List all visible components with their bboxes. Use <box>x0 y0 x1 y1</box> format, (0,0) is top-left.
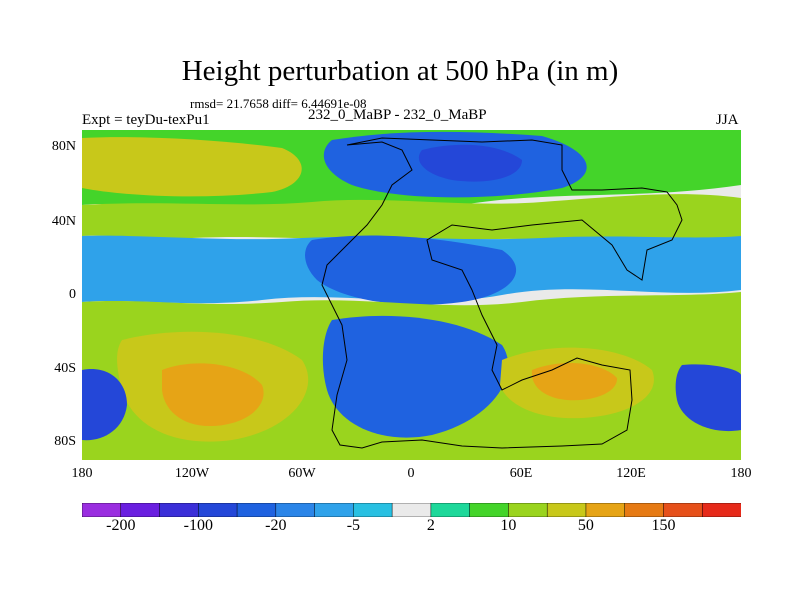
colorbar-swatch <box>469 503 510 517</box>
field-center-south-atlantic <box>322 315 509 438</box>
colorbar <box>82 503 741 517</box>
colorbar-label: 150 <box>651 517 676 534</box>
colorbar-swatch <box>624 503 665 517</box>
colorbar-swatch <box>391 503 432 517</box>
colorbar-swatch <box>663 503 703 517</box>
run-label: 232_0_MaBP - 232_0_MaBP <box>308 107 487 123</box>
x-tick-label: 60W <box>288 466 316 481</box>
colorbar-swatch <box>82 503 122 517</box>
height-field <box>82 130 741 460</box>
colorbar-swatch <box>275 503 316 517</box>
colorbar-swatch <box>353 503 393 517</box>
y-tick-label: 80S <box>54 434 76 449</box>
colorbar-label: 50 <box>577 517 594 534</box>
x-tick-label: 180 <box>730 466 752 481</box>
field-center-south-west <box>82 369 127 441</box>
y-tick-label: 40N <box>51 214 76 229</box>
experiment-label: Expt = teyDu-texPu1 <box>82 112 210 128</box>
field-band-40n <box>82 194 741 243</box>
colorbar-label: -20 <box>265 517 287 534</box>
chart-title: Height perturbation at 500 hPa (in m) <box>181 55 619 87</box>
colorbar-swatch <box>120 503 161 517</box>
x-tick-label: 0 <box>407 466 415 481</box>
map-svg <box>82 130 741 460</box>
colorbar-label: -100 <box>183 517 213 534</box>
field-core-north-asia <box>418 144 522 182</box>
colorbar-swatch <box>236 503 277 517</box>
stats-line: rmsd= 21.7658 diff= 6.44691e-08 <box>190 96 367 111</box>
field-center-tropics <box>305 235 517 305</box>
x-tick-label: 120E <box>616 466 646 481</box>
field-center-south-east <box>675 364 741 432</box>
season-label: JJA <box>716 112 739 128</box>
colorbar-label: -5 <box>346 517 361 534</box>
field-core-indian-ocean <box>531 363 618 401</box>
map-plot <box>82 130 741 460</box>
colorbar-swatch <box>159 503 200 517</box>
colorbar-label: -200 <box>106 517 136 534</box>
y-tick-label: 40S <box>54 361 76 376</box>
colorbar-swatch <box>546 503 587 517</box>
colorbar-swatch <box>585 503 626 517</box>
continent-outline <box>321 137 683 449</box>
colorbar-swatch <box>314 503 355 517</box>
x-tick-label: 120W <box>174 466 210 481</box>
y-tick-label: 80N <box>51 139 76 154</box>
field-core-south-pacific <box>162 363 264 427</box>
y-tick-label: 0 <box>69 287 76 302</box>
x-tick-label: 60E <box>509 466 533 481</box>
colorbar-swatch <box>701 503 741 517</box>
colorbar-swatch <box>430 503 471 517</box>
x-tick-label: 180 <box>71 466 93 481</box>
colorbar-label: 2 <box>426 517 435 534</box>
field-center-north-pacific <box>82 137 302 197</box>
colorbar-label: 10 <box>500 517 517 534</box>
colorbar-swatch <box>508 503 548 517</box>
colorbar-swatch <box>198 503 238 517</box>
